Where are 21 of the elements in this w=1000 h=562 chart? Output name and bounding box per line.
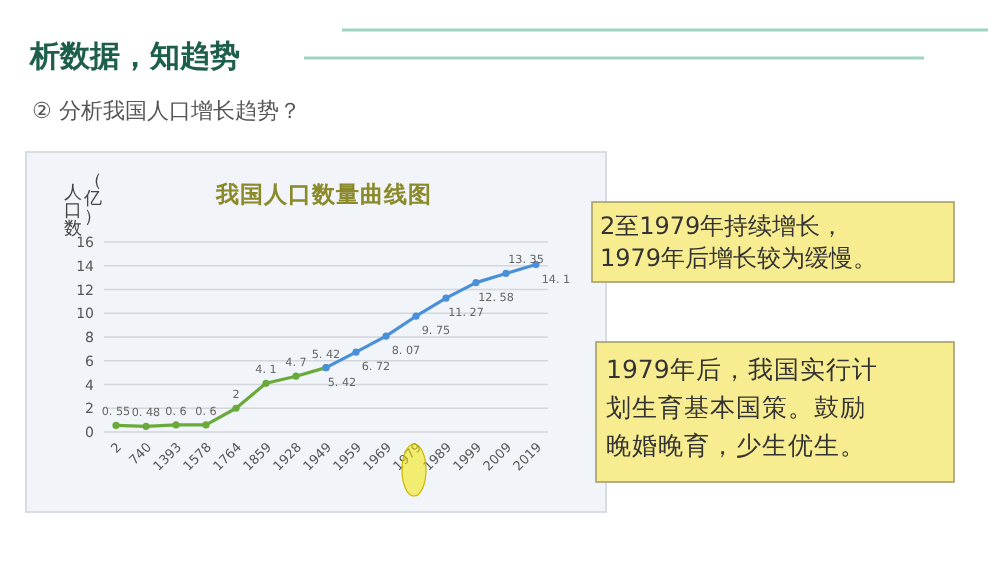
point xyxy=(382,332,390,340)
point xyxy=(202,421,210,429)
chart-title: 我国人口数量曲线图 xyxy=(214,180,432,208)
text: 析数据，知趋势 xyxy=(28,38,240,74)
text: 1979年后，我国实行计 xyxy=(606,354,878,384)
text: ② 分析我国人口增长趋势？ xyxy=(32,98,301,124)
point xyxy=(262,379,270,387)
point xyxy=(412,312,420,320)
text: 晚婚晚育，少生优生。 xyxy=(606,430,866,460)
text: 划生育基本国策。鼓励 xyxy=(606,392,866,422)
point xyxy=(142,422,150,430)
point xyxy=(172,421,180,429)
point xyxy=(112,421,120,430)
point xyxy=(442,294,450,302)
text: 2至1979年持续增长， xyxy=(600,212,845,240)
text: 1979年后增长较为缓慢。 xyxy=(600,244,878,272)
point xyxy=(292,372,300,380)
point xyxy=(352,348,360,356)
point xyxy=(502,269,510,278)
point xyxy=(472,279,480,287)
point xyxy=(232,404,240,412)
